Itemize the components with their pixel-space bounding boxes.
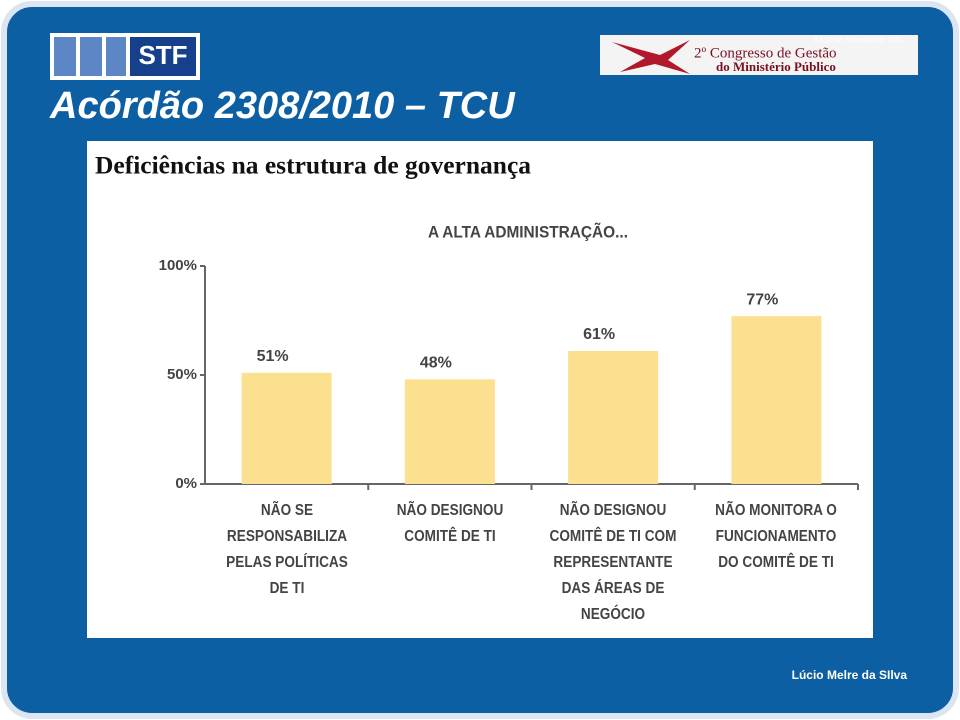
value-label: 61% [583,326,615,343]
chart-title: Deficiências na estrutura de governança [95,153,532,180]
y-tick-label: 0% [175,475,197,492]
x-tick-label: NÃO MONITORA O FUNCIONAMENTO DO COMITÊ D… [715,502,838,571]
y-tick-label: 100% [159,257,197,274]
logo-panel [130,37,196,76]
logo-stripe [54,37,76,76]
author: Lúcio Melre da SIlva [792,668,908,682]
bar [568,351,659,484]
x-tick-label: NÃO DESIGNOU COMITÊ DE TI [396,502,504,545]
event-line2: do Ministério Público [716,59,836,74]
chart-subtitle: A ALTA ADMINISTRAÇÃO... [428,221,628,241]
bar [241,372,332,484]
event-dates: 8 a 10 de novembro de 2011 [814,37,903,44]
logo-stripe [80,37,102,76]
event-logo-star [612,40,690,74]
x-tick-label: NÃO DESIGNOU COMITÊ DE TI COM REPRESENTA… [549,502,677,623]
event-line1: 2º Congresso de Gestão [694,45,837,61]
value-label: 48% [420,355,452,372]
slide-heading: Acórdão 2308/2010 – TCU [49,85,516,127]
logo-text: STF [138,40,187,70]
value-label: 51% [257,348,289,365]
x-tick-label: NÃO SE RESPONSABILIZA PELAS POLÍTICAS DE… [225,502,348,597]
y-tick-label: 50% [167,366,197,383]
value-label: 77% [746,291,778,308]
bar [731,316,822,484]
logo-stripe [106,37,126,76]
bar [404,379,495,484]
